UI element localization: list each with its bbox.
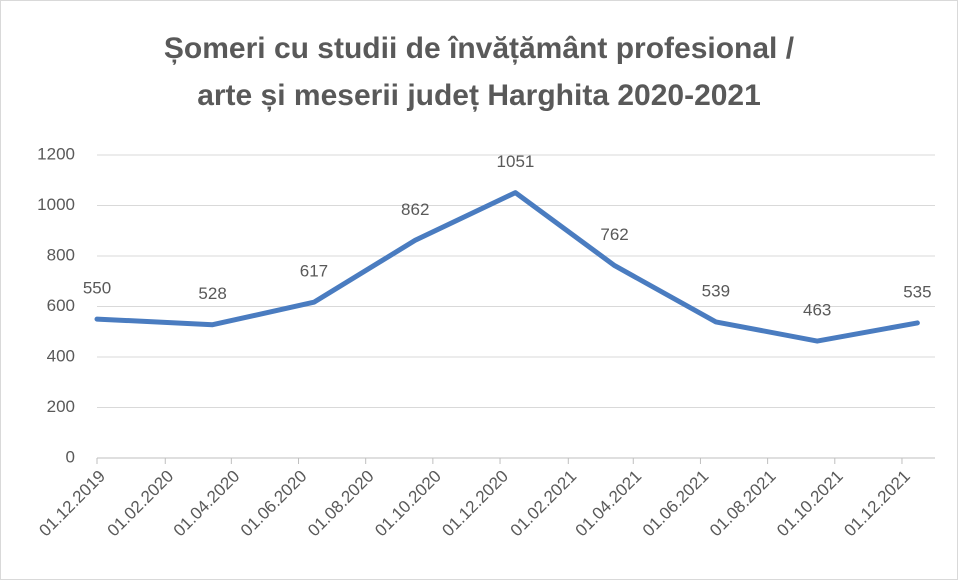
- data-label: 862: [401, 200, 429, 219]
- data-label: 550: [83, 279, 111, 298]
- chart-title: Șomeri cu studii de învățământ profesion…: [164, 32, 795, 65]
- data-label: 617: [300, 262, 328, 281]
- data-label: 528: [198, 284, 226, 303]
- y-tick-label: 600: [47, 296, 75, 315]
- line: [94, 190, 920, 344]
- y-tick-label: 1000: [37, 195, 75, 214]
- data-label: 762: [600, 225, 628, 244]
- data-label: 463: [803, 301, 831, 320]
- data-label: 1051: [497, 152, 535, 171]
- y-tick-label: 0: [66, 447, 75, 466]
- data-label: 535: [903, 282, 931, 301]
- data-label: 539: [702, 281, 730, 300]
- chart-title: arte și meserii județ Harghita 2020-2021: [197, 79, 761, 112]
- y-tick-label: 400: [47, 346, 75, 365]
- y-tick-label: 200: [47, 397, 75, 416]
- y-tick-label: 800: [47, 245, 75, 264]
- y-tick-label: 1200: [37, 144, 75, 163]
